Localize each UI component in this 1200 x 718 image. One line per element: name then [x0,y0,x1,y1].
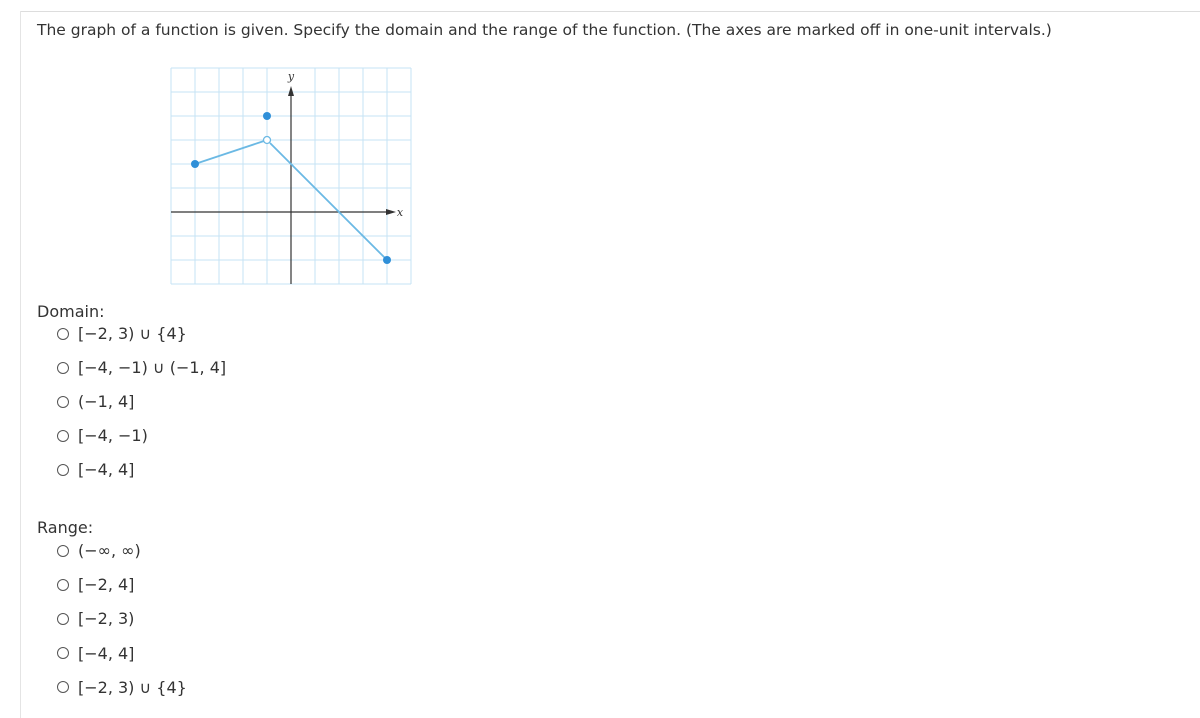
radio-button[interactable] [57,395,69,408]
option-text: [−2, 3) ∪ {4} [78,324,187,343]
label-bg [284,70,298,84]
radio-button[interactable] [57,327,69,340]
option-text: [−4, 4] [78,643,135,663]
range-option[interactable]: (−∞, ∞) [57,541,141,560]
radio-button[interactable] [57,361,69,374]
radio-button[interactable] [57,429,69,442]
closed-point [383,256,391,264]
radio-button[interactable] [57,544,69,557]
domain-option[interactable]: [−2, 3) ∪ {4} [57,324,187,343]
range-option[interactable]: [−2, 3) ∪ {4} [57,678,187,697]
y-label: y [287,70,295,83]
divider [20,11,21,718]
radio-button[interactable] [57,463,69,476]
y-arrow [288,86,294,96]
open-point [262,135,272,145]
range-label: Range: [37,518,94,537]
range-option[interactable]: [−4, 4] [57,644,134,663]
function-graph: y x [170,67,412,285]
divider [20,11,1200,12]
graph-segment [194,140,265,165]
option-text: [−4, −1) [78,426,148,445]
option-text: [−4, −1) ∪ (−1, 4] [78,358,227,377]
radio-button[interactable] [57,681,69,694]
domain-option[interactable]: (−1, 4] [57,392,134,411]
question: The graph of a function is given. Specif… [37,21,1052,39]
closed-point [263,112,271,120]
x-arrow [386,209,396,215]
radio-button[interactable] [57,578,69,591]
graph-segment [269,142,388,261]
option-text: [−2, 3) [78,609,135,629]
label-bg [393,205,409,219]
x-label: x [397,206,404,219]
option-text: (−1, 4] [78,392,135,411]
range-option[interactable]: [−2, 4] [57,575,134,594]
range-option[interactable]: [−2, 3) [57,609,134,628]
domain-option[interactable]: [−4, −1) [57,426,148,445]
option-text: (−∞, ∞) [78,541,141,560]
option-text: [−4, 4] [78,460,135,479]
closed-point [191,160,199,168]
radio-button[interactable] [57,612,69,625]
domain-label: Domain: [37,302,105,321]
domain-option[interactable]: [−4, 4] [57,460,134,479]
option-text: [−2, 4] [78,575,135,595]
domain-option[interactable]: [−4, −1) ∪ (−1, 4] [57,358,226,377]
radio-button[interactable] [57,647,69,660]
option-text: [−2, 3) ∪ {4} [78,677,187,697]
